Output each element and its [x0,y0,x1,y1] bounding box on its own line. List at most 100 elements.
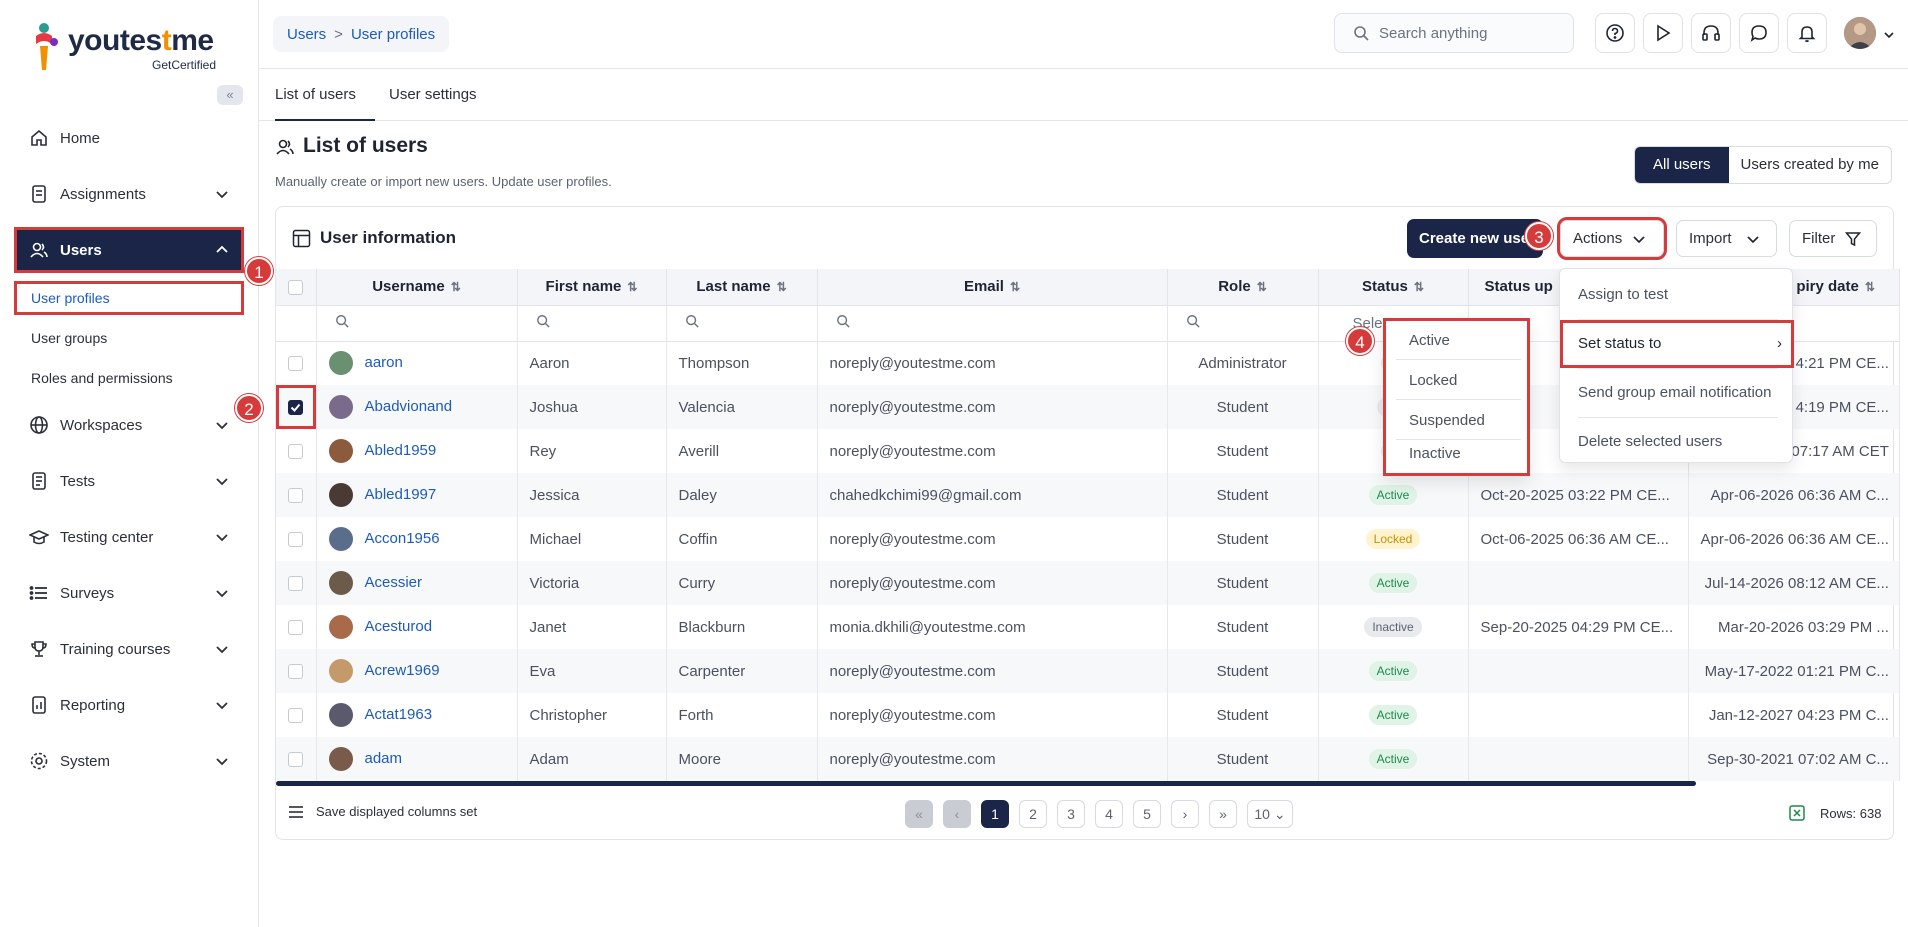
table-row[interactable]: Abled1997 Jessica Daley chahedkchimi99@gmai… [276,473,1900,517]
table-row[interactable]: adam Adam Moore noreply@youtestme.com Studen… [276,737,1900,781]
table-row[interactable]: Acrew1969 Eva Carpenter noreply@youtestme.c… [276,649,1900,693]
page-button-5[interactable]: 5 [1133,800,1161,828]
sidebar-subitem-user-profiles[interactable]: User profiles [14,281,244,315]
last-name-filter-input[interactable] [666,305,818,342]
username-cell[interactable]: Abadvionand [316,385,518,429]
import-button[interactable]: Import [1676,220,1777,257]
row-checkbox[interactable] [288,708,304,724]
status-option-inactive[interactable]: Inactive [1409,445,1461,462]
sidebar-subitem-user-groups[interactable]: User groups [31,330,108,346]
row-checkbox[interactable] [288,752,304,768]
username-cell[interactable]: Acessier [316,561,518,605]
username-cell[interactable]: Accon1956 [316,517,518,561]
column-header-last-name[interactable]: Last name ⇅ [666,269,818,306]
username-link[interactable]: Acrew1969 [364,661,440,679]
breadcrumb-users[interactable]: Users [287,25,327,43]
username-cell[interactable]: Acesturod [316,605,518,649]
table-row[interactable]: Accon1956 Michael Coffin noreply@youtestme.… [276,517,1900,561]
menu-item-set-status-to[interactable]: Set status to › [1560,320,1794,368]
column-header-username[interactable]: Username ⇅ [316,269,518,306]
table-row[interactable]: Acesturod Janet Blackburn monia.dkhili@yout… [276,605,1900,649]
sidebar-item-workspaces[interactable]: Workspaces [14,403,244,447]
row-checkbox[interactable] [288,356,304,372]
last-page-button[interactable]: » [1209,800,1237,828]
row-checkbox[interactable] [288,532,304,548]
username-filter-input[interactable] [316,305,518,342]
users-created-by-me-button[interactable]: Users created by me [1740,156,1879,173]
username-link[interactable]: Abled1959 [364,441,437,459]
column-header-first-name[interactable]: First name ⇅ [517,269,667,306]
sidebar-item-users[interactable]: Users [14,227,244,273]
notifications-button[interactable] [1787,13,1827,53]
column-header-email[interactable]: Email ⇅ [817,269,1168,306]
username-link[interactable]: Acesturod [364,617,433,635]
row-checkbox[interactable] [288,444,304,460]
select-all-checkbox[interactable] [288,279,304,295]
row-checkbox[interactable] [288,620,304,636]
username-cell[interactable]: aaron [316,341,518,385]
username-link[interactable]: Actat1963 [364,705,433,723]
username-link[interactable]: Abadvionand [364,397,453,415]
previous-page-button[interactable]: ‹ [943,800,971,828]
sidebar-item-system[interactable]: System [14,739,244,783]
sidebar-item-assignments[interactable]: Assignments [14,172,244,216]
table-row[interactable]: Actat1963 Christopher Forth noreply@youtest… [276,693,1900,737]
menu-item-send-group-email[interactable]: Send group email notification [1578,384,1772,401]
email-filter-input[interactable] [817,305,1168,342]
username-link[interactable]: aaron [364,354,403,372]
breadcrumb-user-profiles[interactable]: User profiles [350,25,436,43]
sidebar-item-training-courses[interactable]: Training courses [14,627,244,671]
filter-button[interactable]: Filter [1789,220,1877,257]
page-size-select[interactable]: 10 ⌄ [1247,800,1293,828]
row-checkbox[interactable] [288,576,304,592]
page-button-1[interactable]: 1 [981,800,1009,828]
sidebar-item-testing-center[interactable]: Testing center [14,515,244,559]
user-avatar[interactable] [1844,17,1876,49]
chevron-down-icon[interactable] [1883,29,1895,41]
page-button-3[interactable]: 3 [1057,800,1085,828]
chat-button[interactable] [1739,13,1779,53]
all-users-button[interactable]: All users [1635,147,1729,183]
username-cell[interactable]: Actat1963 [316,693,518,737]
username-link[interactable]: Abled1997 [364,485,437,503]
status-option-suspended[interactable]: Suspended [1409,412,1485,429]
sidebar-item-home[interactable]: Home [14,116,244,160]
column-header-status[interactable]: Status ⇅ [1318,269,1469,306]
table-row[interactable]: Acessier Victoria Curry noreply@youtestme.c… [276,561,1900,605]
status-option-locked[interactable]: Locked [1409,372,1458,389]
username-cell[interactable]: Abled1997 [316,473,518,517]
row-checkbox[interactable] [288,664,304,680]
username-cell[interactable]: Abled1959 [316,429,518,473]
username-link[interactable]: adam [364,749,403,767]
username-cell[interactable]: adam [316,737,518,781]
table-row[interactable]: aaron Aaron Thompson noreply@youtestme.com A… [276,341,1900,385]
role-filter-input[interactable] [1167,305,1319,342]
sidebar-item-tests[interactable]: Tests [14,459,244,503]
username-link[interactable]: Acessier [364,573,423,591]
first-page-button[interactable]: « [905,800,933,828]
tab-user-settings[interactable]: User settings [389,86,477,103]
first-name-filter-input[interactable] [517,305,667,342]
logo[interactable]: youtestme GetCertified [32,20,232,76]
create-new-user-button[interactable]: Create new user [1407,219,1543,258]
row-checkbox[interactable] [288,488,304,504]
menu-item-delete-selected[interactable]: Delete selected users [1578,433,1723,450]
sidebar-item-reporting[interactable]: Reporting [14,683,244,727]
tab-list-of-users[interactable]: List of users [275,70,375,121]
play-button[interactable] [1643,13,1683,53]
sidebar-item-surveys[interactable]: Surveys [14,571,244,615]
page-button-2[interactable]: 2 [1019,800,1047,828]
help-button[interactable] [1595,13,1635,53]
sidebar-subitem-roles-permissions[interactable]: Roles and permissions [31,370,173,386]
next-page-button[interactable]: › [1171,800,1199,828]
page-button-4[interactable]: 4 [1095,800,1123,828]
username-cell[interactable]: Acrew1969 [316,649,518,693]
column-header-role[interactable]: Role ⇅ [1167,269,1319,306]
horizontal-scrollbar[interactable] [276,781,1696,786]
actions-button[interactable]: Actions [1557,217,1667,260]
excel-export-icon[interactable] [1788,804,1806,822]
row-checkbox[interactable] [288,400,304,416]
search-input[interactable]: Search anything [1334,13,1574,53]
username-link[interactable]: Accon1956 [364,529,440,547]
support-button[interactable] [1691,13,1731,53]
